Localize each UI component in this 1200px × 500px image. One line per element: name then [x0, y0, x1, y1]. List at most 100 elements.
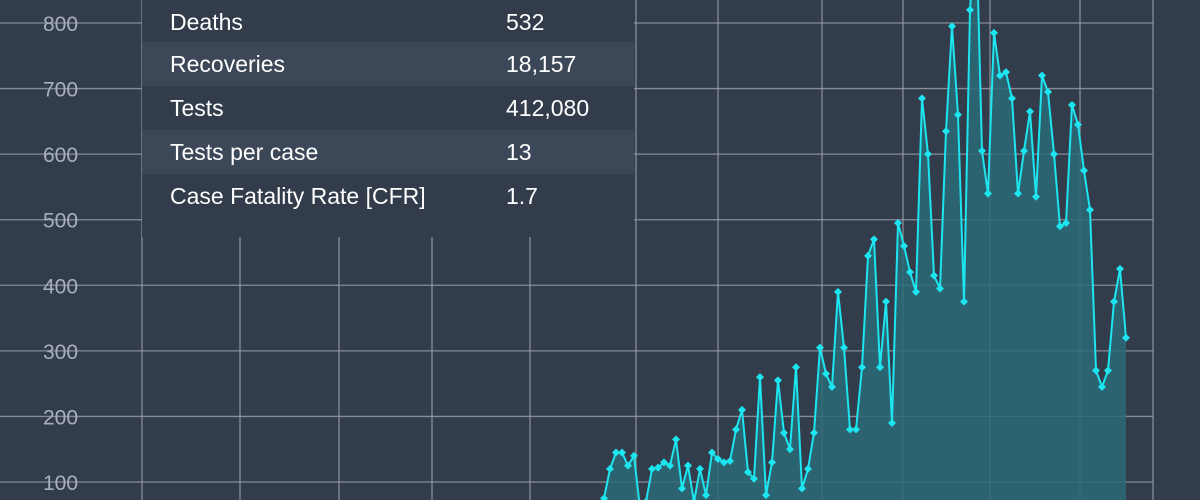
data-point	[1044, 87, 1052, 96]
data-point	[1014, 189, 1022, 198]
y-tick-label: 300	[43, 341, 78, 364]
data-point	[1002, 68, 1010, 77]
data-point	[606, 464, 614, 473]
data-point	[720, 458, 728, 467]
data-point	[612, 448, 620, 457]
stats-value: 412,080	[506, 95, 590, 121]
series-line-layer	[603, 0, 1127, 500]
data-point	[840, 343, 848, 352]
data-point	[744, 468, 752, 477]
data-point	[924, 150, 932, 159]
data-point	[1032, 192, 1040, 201]
data-point	[714, 455, 722, 464]
data-point	[654, 463, 662, 472]
data-point	[888, 418, 896, 427]
data-point	[672, 435, 680, 444]
data-point	[708, 448, 716, 457]
data-point-markers	[600, 5, 1130, 500]
data-point	[834, 287, 842, 296]
data-point	[1062, 218, 1070, 227]
data-point	[774, 376, 782, 385]
data-point	[990, 28, 998, 37]
data-point	[882, 297, 890, 306]
y-axis-tick-labels: 100 200 300 400 500 600 700 800	[43, 13, 78, 495]
data-point	[1080, 166, 1088, 175]
y-tick-label: 100	[43, 472, 78, 495]
data-point	[870, 235, 878, 244]
data-point	[660, 458, 668, 467]
data-point	[684, 461, 692, 470]
data-point	[678, 484, 686, 493]
data-point	[816, 343, 824, 352]
data-point	[691, 497, 697, 500]
data-point	[936, 284, 944, 293]
data-point	[930, 271, 938, 280]
data-point	[732, 425, 740, 434]
data-point	[1026, 107, 1034, 116]
data-point	[600, 494, 608, 500]
data-point	[1116, 264, 1124, 273]
data-point	[918, 94, 926, 103]
data-point	[810, 428, 818, 437]
stats-label: Case Fatality Rate [CFR]	[170, 183, 426, 209]
data-point	[846, 425, 854, 434]
data-point	[822, 369, 830, 378]
y-tick-label: 200	[43, 406, 78, 429]
stats-value: 532	[506, 9, 545, 35]
data-point	[876, 363, 884, 372]
data-point	[738, 405, 746, 414]
stats-value: 18,157	[506, 51, 577, 77]
data-point	[648, 464, 656, 473]
data-point	[630, 451, 638, 460]
area-fill-layer	[604, 0, 1126, 500]
stats-row-cfr: Case Fatality Rate [CFR] 1.7	[142, 174, 634, 218]
stats-label: Deaths	[170, 9, 243, 35]
data-point	[984, 189, 992, 198]
data-point	[960, 297, 968, 306]
stats-row-tests-per-case: Tests per case 13	[142, 130, 634, 174]
data-point	[750, 474, 758, 483]
data-point	[768, 458, 776, 467]
data-point	[780, 428, 788, 437]
data-point	[1098, 382, 1106, 391]
data-point	[756, 373, 764, 382]
data-point	[643, 497, 649, 500]
stats-table: Deaths 532 Recoveries 18,157 Tests 412,0…	[142, 0, 634, 237]
data-point	[900, 241, 908, 250]
data-point	[864, 251, 872, 260]
data-point	[798, 484, 806, 493]
data-point	[828, 382, 836, 391]
data-point	[894, 218, 902, 227]
data-point	[624, 461, 632, 470]
stats-row-recoveries: Recoveries 18,157	[142, 42, 634, 86]
data-point	[1056, 222, 1064, 231]
data-point	[1122, 333, 1130, 342]
stats-row-deaths: Deaths 532	[142, 0, 634, 44]
data-point	[804, 464, 812, 473]
data-point	[1074, 120, 1082, 129]
data-point	[1050, 150, 1058, 159]
data-point	[1008, 94, 1016, 103]
data-point	[702, 491, 710, 500]
y-tick-label: 700	[43, 79, 78, 102]
data-point	[906, 268, 914, 277]
data-point	[666, 461, 674, 470]
data-point	[912, 287, 920, 296]
stats-value: 1.7	[506, 183, 538, 209]
stats-label: Tests per case	[170, 139, 319, 165]
stats-label: Tests	[170, 95, 224, 121]
data-point	[858, 363, 866, 372]
data-point	[1038, 71, 1046, 80]
series-line	[603, 0, 1127, 500]
data-point	[996, 71, 1004, 80]
y-tick-label: 400	[43, 275, 78, 298]
data-point	[852, 425, 860, 434]
data-point	[1092, 366, 1100, 375]
data-point	[696, 464, 704, 473]
stats-value: 13	[506, 139, 532, 165]
data-point	[1020, 146, 1028, 155]
data-point	[762, 491, 770, 500]
data-point	[966, 5, 974, 14]
data-point	[726, 457, 734, 466]
data-point	[942, 127, 950, 136]
